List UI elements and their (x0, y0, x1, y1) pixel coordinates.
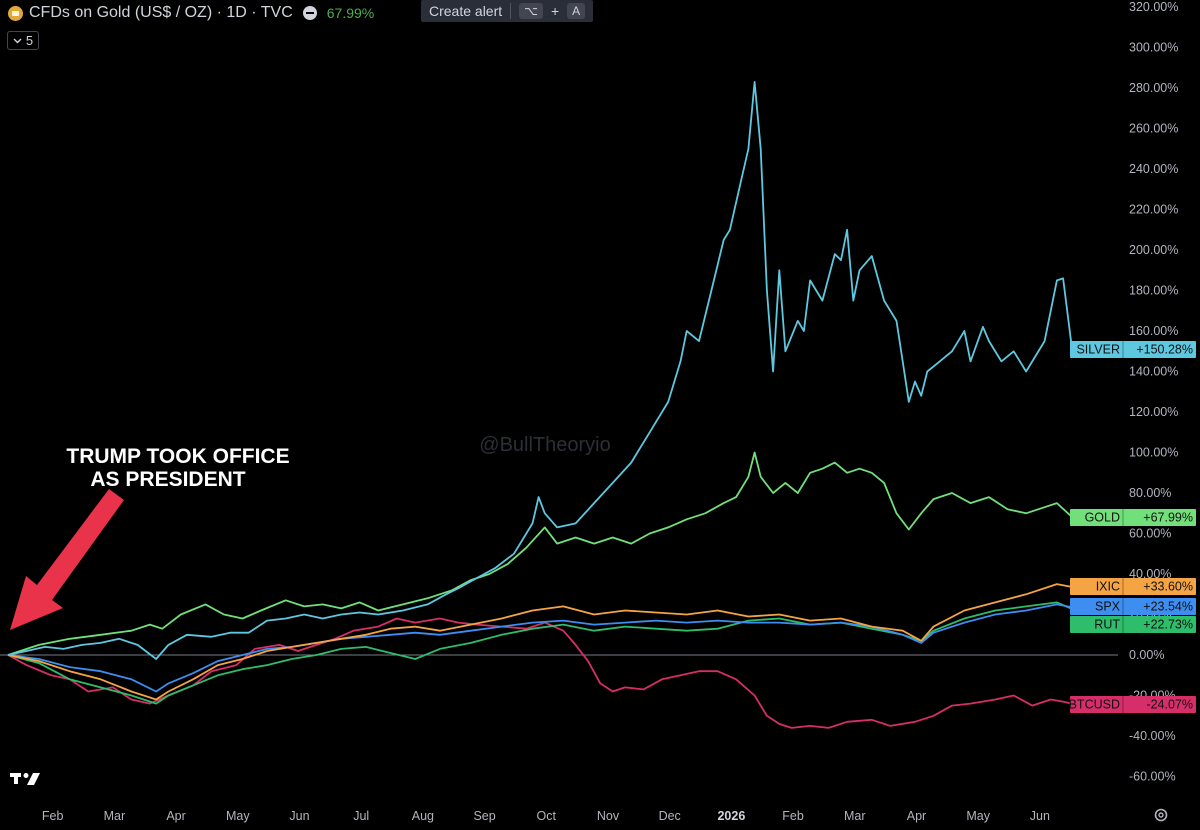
annotation-arrow-icon (10, 489, 124, 630)
x-tick-label: Feb (42, 809, 64, 823)
gear-icon[interactable] (1153, 807, 1169, 823)
x-tick-label: Oct (537, 809, 557, 823)
indicators-toggle[interactable]: 5 (7, 31, 39, 50)
series-badge-btcusd[interactable]: BTCUSD -24.07% (1069, 696, 1196, 713)
y-tick-label: 220.00% (1129, 203, 1178, 217)
y-tick-label: 200.00% (1129, 243, 1178, 257)
divider (510, 3, 512, 19)
y-tick-label: 60.00% (1129, 527, 1171, 541)
series-last-value: +67.99% (1143, 511, 1193, 525)
x-tick-label: Sep (473, 809, 495, 823)
gold-coin-icon (8, 5, 23, 21)
symbol-header[interactable]: CFDs on Gold (US$ / OZ) · 1D · TVC 67.99… (8, 4, 374, 22)
y-tick-label: 240.00% (1129, 162, 1178, 176)
series-line-silver (7, 81, 1074, 660)
series-badge-gold[interactable]: GOLD +67.99% (1070, 509, 1196, 526)
y-tick-label: 100.00% (1129, 446, 1178, 460)
watermark: @BullTheoryio (479, 434, 610, 456)
y-tick-label: 80.00% (1129, 486, 1171, 500)
y-tick-label: 40.00% (1129, 567, 1171, 581)
series-last-value: +22.73% (1143, 618, 1193, 632)
series-badge-spx[interactable]: SPX +23.54% (1070, 598, 1196, 615)
x-tick-label: May (966, 809, 990, 823)
y-tick-label: 0.00% (1129, 648, 1164, 662)
x-tick-label: Mar (104, 809, 126, 823)
badge-bg (1070, 578, 1196, 595)
annotation-line1: TRUMP TOOK OFFICE (66, 445, 289, 468)
series-name: SILVER (1076, 343, 1120, 357)
series-badge-silver[interactable]: SILVER +150.28% (1070, 341, 1196, 358)
series-name: RUT (1094, 618, 1120, 632)
series-name: GOLD (1085, 511, 1120, 525)
series-last-value: +150.28% (1136, 343, 1193, 357)
series-line-ixic (7, 583, 1073, 701)
badge-bg (1070, 509, 1196, 526)
x-tick-label: Apr (907, 809, 926, 823)
x-tick-label: Nov (597, 809, 620, 823)
x-tick-label: Apr (166, 809, 185, 823)
x-tick-label: Aug (412, 809, 434, 823)
x-tick-label: 2026 (717, 809, 745, 823)
series-last-value: +33.60% (1143, 580, 1193, 594)
series-line-rut (7, 601, 1073, 705)
x-tick-label: Dec (659, 809, 681, 823)
chevron-down-icon (13, 38, 22, 43)
y-tick-label: 160.00% (1129, 324, 1178, 338)
series-last-value: +23.54% (1143, 600, 1193, 614)
x-tick-label: Jul (353, 809, 369, 823)
indicator-count: 5 (25, 33, 34, 48)
y-tick-label: -40.00% (1129, 729, 1176, 743)
series-badge-rut[interactable]: RUT +22.73% (1070, 616, 1196, 633)
annotation-line2: AS PRESIDENT (90, 468, 245, 491)
symbol-title: CFDs on Gold (US$ / OZ) · 1D · TVC (29, 4, 293, 21)
create-alert-label: Create alert (429, 3, 503, 19)
series-name: SPX (1095, 600, 1121, 614)
x-tick-label: May (226, 809, 250, 823)
symbol-change: 67.99% (326, 5, 375, 21)
series-line-btcusd (7, 617, 1073, 729)
x-tick-label: Jun (289, 809, 309, 823)
badge-bg (1070, 598, 1196, 615)
x-tick-label: Feb (782, 809, 804, 823)
tradingview-logo-icon (10, 773, 40, 785)
badge-bg (1070, 341, 1196, 358)
y-tick-label: 260.00% (1129, 122, 1178, 136)
y-tick-label: 320.00% (1129, 0, 1178, 14)
y-tick-label: 180.00% (1129, 284, 1178, 298)
series-name: IXIC (1096, 580, 1120, 594)
x-tick-label: Jun (1030, 809, 1050, 823)
option-key-icon: ⌥ (519, 3, 543, 19)
y-tick-label: -60.00% (1129, 770, 1176, 784)
y-tick-label: 280.00% (1129, 81, 1178, 95)
shortcut-plus: + (550, 3, 560, 19)
shortcut-key: A (567, 3, 586, 19)
series-line-spx (7, 603, 1073, 693)
series-name: BTCUSD (1069, 698, 1120, 712)
badge-bg (1070, 696, 1196, 713)
series-badge-ixic[interactable]: IXIC +33.60% (1070, 578, 1196, 595)
y-tick-label: 140.00% (1129, 365, 1178, 379)
badge-bg (1070, 616, 1196, 633)
y-tick-label: 300.00% (1129, 41, 1178, 55)
series-line-gold (7, 451, 1073, 656)
y-tick-label: 120.00% (1129, 405, 1178, 419)
collapse-icon[interactable] (302, 6, 317, 20)
series-last-value: -24.07% (1146, 698, 1193, 712)
x-tick-label: Mar (844, 809, 866, 823)
create-alert-button[interactable]: Create alert ⌥ + A (421, 0, 594, 22)
